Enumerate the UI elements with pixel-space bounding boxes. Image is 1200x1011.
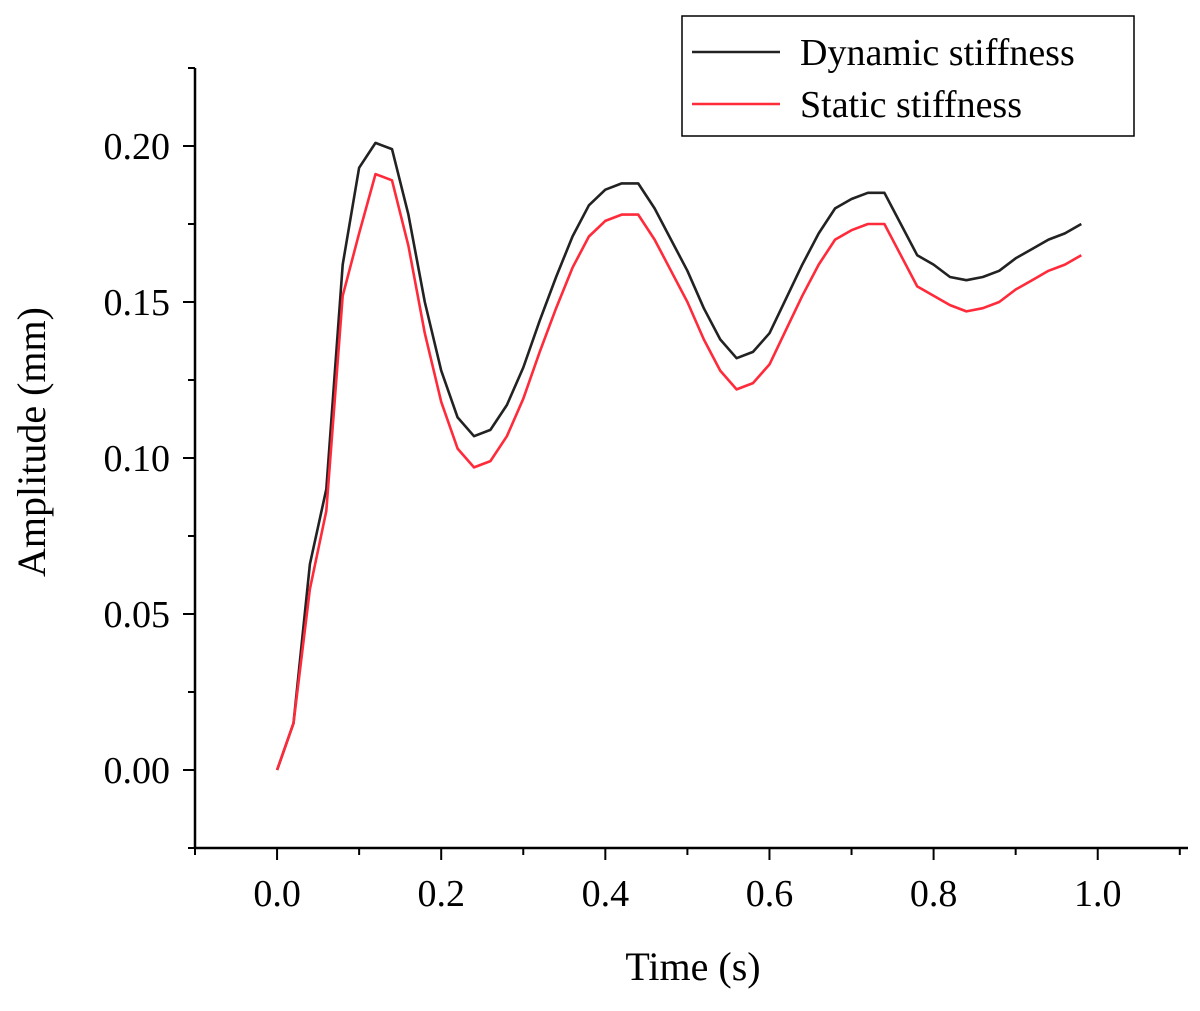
series-line-dynamic-stiffness <box>275 141 1082 771</box>
legend-label: Static stiffness <box>800 84 1022 126</box>
legend-box <box>681 15 1135 137</box>
x-tick-label: 0.8 <box>910 873 958 915</box>
x-tick-label: 0.2 <box>417 873 465 915</box>
y-axis-title: Amplitude (mm) <box>9 307 54 577</box>
series-line-static-stiffness <box>275 172 1082 771</box>
x-tick-label: 0.6 <box>746 873 794 915</box>
series-group <box>275 141 1082 771</box>
y-tick-label: 0.20 <box>104 126 171 168</box>
y-tick-label: 0.15 <box>104 282 171 324</box>
axes: 0.0 0.2 0.4 0.6 0.8 1.0 0.00 0.05 0.10 0.15 0.20 <box>104 67 1188 915</box>
x-tick-label: 0.4 <box>582 873 630 915</box>
x-tick-label: 0.0 <box>253 873 301 915</box>
legend-label: Dynamic stiffness <box>800 32 1075 74</box>
y-tick-label: 0.10 <box>104 438 171 480</box>
y-tick-label: 0.05 <box>104 594 171 636</box>
x-tick-label: 1.0 <box>1074 873 1122 915</box>
legend: Dynamic stiffness Static stiffness <box>681 15 1135 137</box>
y-tick-label: 0.00 <box>104 750 171 792</box>
x-axis-title: Time (s) <box>625 944 760 989</box>
